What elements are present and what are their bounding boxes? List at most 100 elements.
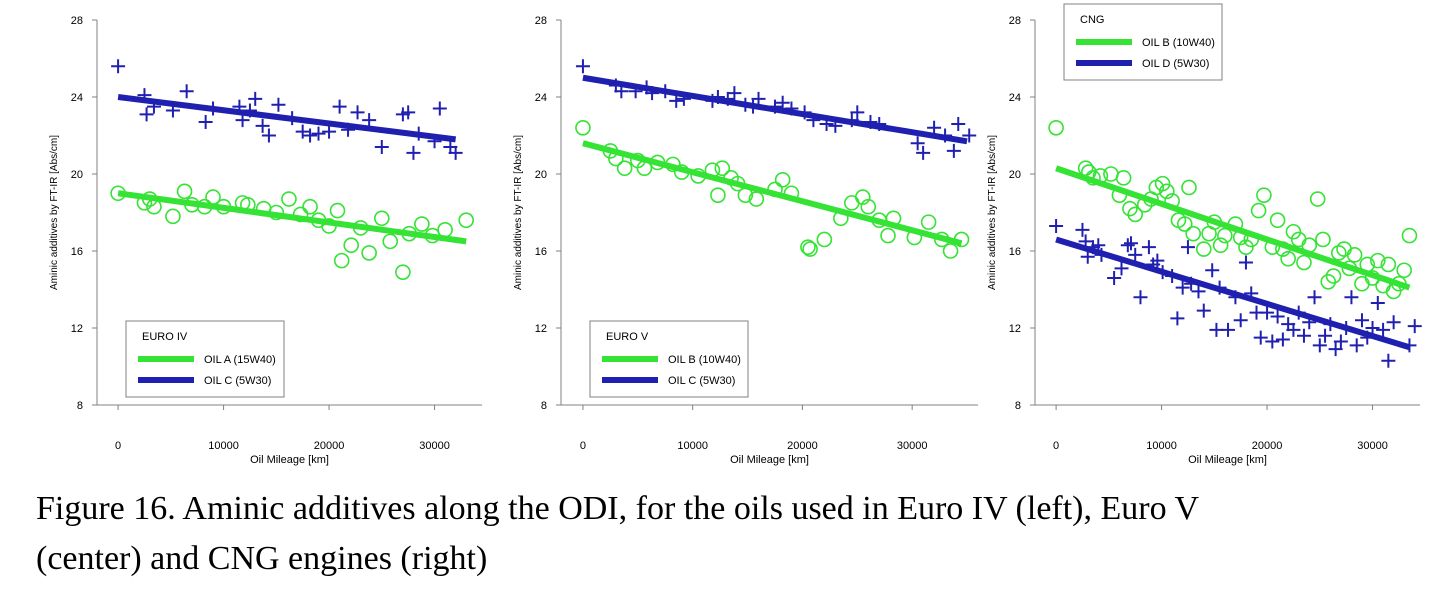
- y-tick-label: 24: [535, 92, 547, 104]
- data-point: [1330, 245, 1347, 261]
- data-point: [1275, 332, 1290, 347]
- data-point: [575, 120, 591, 136]
- data-point: [962, 128, 977, 143]
- data-point: [1154, 175, 1171, 192]
- data-point: [165, 208, 181, 225]
- data-point: [751, 91, 766, 106]
- data-point: [1181, 179, 1197, 196]
- y-tick-label: 20: [535, 169, 547, 181]
- x-tick-label: 10000: [677, 440, 708, 452]
- data-point: [1354, 275, 1370, 292]
- x-tick-label: 30000: [419, 440, 450, 452]
- data-point: [1346, 247, 1363, 263]
- data-point: [942, 243, 959, 259]
- y-axis-label: Aminic additives by FT-IR [Abs/cm]: [513, 135, 524, 290]
- data-point: [311, 126, 326, 141]
- data-point: [303, 128, 318, 143]
- data-point: [1307, 290, 1322, 305]
- data-point: [1107, 270, 1122, 285]
- y-tick-label: 24: [1009, 92, 1021, 104]
- data-point: [1233, 313, 1248, 328]
- data-point: [880, 227, 896, 244]
- x-tick-label: 0: [1053, 440, 1059, 452]
- x-axis-label: Oil Mileage [km]: [1188, 454, 1267, 466]
- data-point: [927, 120, 942, 135]
- data-point: [1195, 241, 1212, 257]
- data-point: [1133, 290, 1148, 305]
- legend-entry: OIL B (10W40): [1142, 37, 1215, 49]
- data-point: [1191, 284, 1206, 299]
- data-point: [1309, 191, 1326, 207]
- y-tick-label: 16: [1009, 246, 1021, 258]
- data-point: [860, 198, 877, 215]
- legend-entry: OIL A (15W40): [204, 354, 276, 366]
- data-point: [458, 212, 474, 228]
- data-point: [248, 91, 263, 106]
- data-point: [1127, 206, 1144, 223]
- y-tick-label: 12: [71, 323, 83, 335]
- x-tick-label: 10000: [208, 440, 239, 452]
- y-tick-label: 20: [1009, 169, 1021, 181]
- data-point: [1381, 353, 1396, 368]
- data-point: [1296, 328, 1311, 343]
- y-axis-label: Aminic additives by FT-IR [Abs/cm]: [987, 135, 998, 290]
- data-point: [361, 245, 377, 261]
- y-tick-label: 24: [71, 92, 83, 104]
- trend-line-2: [1055, 236, 1411, 351]
- data-point: [1180, 240, 1195, 255]
- data-point: [1407, 319, 1422, 334]
- chart-panel-3: 8 12 16 20 24 28 0 10000 20000 30000 Oil Mileage […: [987, 3, 1422, 466]
- data-point: [1150, 253, 1165, 268]
- data-point: [1320, 273, 1337, 290]
- legend-entry: OIL C (5W30): [204, 375, 271, 387]
- data-point: [1159, 183, 1175, 200]
- data-point: [1175, 280, 1190, 295]
- data-point: [1120, 238, 1135, 253]
- data-point: [1344, 290, 1359, 305]
- data-point: [176, 183, 193, 200]
- data-point: [401, 105, 416, 120]
- y-tick-label: 12: [1009, 323, 1021, 335]
- x-tick-label: 20000: [314, 440, 345, 452]
- data-point: [1354, 313, 1369, 328]
- data-point: [333, 252, 350, 269]
- data-point: [374, 140, 389, 155]
- data-point: [844, 195, 860, 211]
- data-point: [1286, 322, 1301, 337]
- data-point: [1328, 342, 1343, 357]
- data-point: [448, 145, 463, 160]
- data-point: [373, 210, 390, 227]
- legend-title: CNG: [1080, 14, 1104, 26]
- data-point: [920, 214, 937, 230]
- data-point: [1315, 231, 1331, 248]
- data-point: [616, 160, 633, 177]
- x-tick-label: 0: [115, 440, 121, 452]
- legend-entry: OIL C (5W30): [668, 375, 735, 387]
- data-point: [332, 99, 347, 114]
- data-point: [1333, 334, 1348, 349]
- data-point: [1265, 334, 1280, 349]
- data-point: [139, 107, 154, 122]
- caption-line-2: (center) and CNG engines (right): [36, 540, 488, 577]
- data-point: [1217, 227, 1233, 244]
- data-point: [1380, 256, 1397, 273]
- data-point: [1075, 222, 1090, 237]
- data-point: [1205, 263, 1220, 278]
- data-point: [774, 171, 791, 188]
- x-axis-label: Oil Mileage [km]: [250, 454, 329, 466]
- data-point: [1318, 328, 1333, 343]
- data-point: [854, 189, 871, 205]
- data-point: [1296, 254, 1312, 271]
- x-tick-label: 20000: [1252, 440, 1283, 452]
- series-1: [575, 120, 970, 259]
- data-point: [1114, 261, 1129, 276]
- y-tick-label: 8: [1015, 400, 1021, 412]
- data-point: [1077, 160, 1094, 177]
- data-point: [1238, 239, 1254, 255]
- series-2: [111, 59, 463, 160]
- legend-title: EURO V: [606, 331, 649, 343]
- data-point: [816, 231, 833, 248]
- figure-caption: Figure 16. Aminic additives along the OD…: [36, 484, 1436, 584]
- data-point: [1103, 166, 1119, 182]
- data-point: [382, 233, 399, 250]
